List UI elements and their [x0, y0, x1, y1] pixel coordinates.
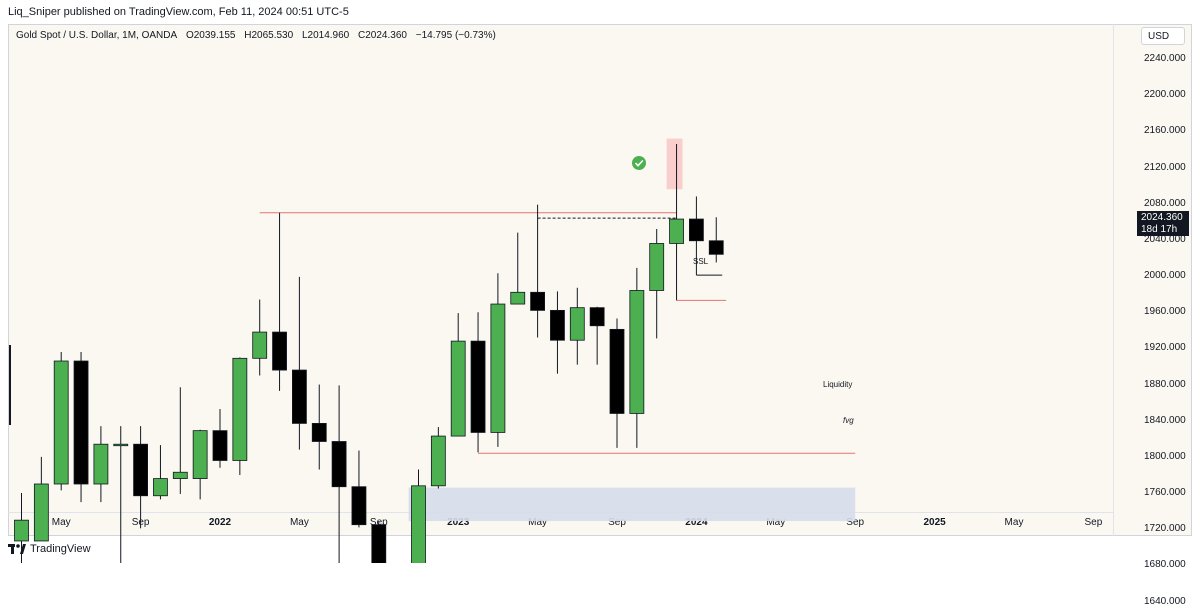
- price-tick-label: 1800.000: [1144, 450, 1186, 462]
- published-line: Liq_Sniper published on TradingView.com,…: [8, 6, 349, 18]
- bullish-candle: [629, 290, 645, 414]
- price-tick-label: 2200.000: [1144, 89, 1186, 101]
- time-tick-label: May: [1004, 517, 1024, 528]
- time-tick-label: May: [766, 517, 786, 528]
- time-tick-label: 2022: [208, 517, 232, 528]
- bullish-candle: [93, 443, 109, 485]
- bullish-candle: [232, 357, 248, 461]
- bearish-candle: [212, 430, 228, 461]
- tradingview-logo-icon: [8, 544, 26, 554]
- bar-countdown: 18d 17h: [1141, 224, 1178, 235]
- bearish-candle: [311, 423, 327, 442]
- checkmark-tick: [634, 159, 644, 167]
- brand-name: TradingView: [30, 543, 91, 555]
- bullish-candle: [569, 307, 585, 341]
- chart-legend: Gold Spot / U.S. Dollar, 1M, OANDA O2039…: [16, 30, 502, 41]
- bullish-candle: [14, 519, 29, 542]
- bearish-candle: [351, 486, 367, 526]
- bullish-candle: [153, 478, 168, 497]
- price-tick-label: 1960.000: [1144, 306, 1186, 318]
- price-tick-label: 2000.000: [1144, 270, 1186, 282]
- time-tick-label: May: [51, 517, 71, 528]
- legend-close: C2024.360: [358, 30, 407, 41]
- price-tick-label: 1640.000: [1144, 595, 1186, 607]
- supply-zone: [666, 138, 683, 190]
- bearish-candle: [331, 441, 347, 488]
- bullish-candle: [53, 360, 69, 485]
- time-tick-label: 2024: [685, 517, 708, 528]
- time-tick-label: Sep: [846, 517, 865, 528]
- bearish-candle: [609, 328, 625, 414]
- bullish-candle: [33, 483, 49, 542]
- time-tick-label: Sep: [608, 517, 626, 528]
- time-tick-label: Sep: [1084, 517, 1103, 528]
- bearish-candle: [291, 369, 307, 424]
- bullish-candle: [252, 331, 268, 359]
- bearish-candle: [272, 331, 287, 371]
- bullish-candle: [172, 471, 188, 479]
- bearish-candle: [589, 307, 605, 327]
- legend-open: O2039.155: [185, 30, 236, 41]
- bearish-candle: [73, 360, 89, 485]
- legend-change: −14.795 (−0.73%): [415, 30, 496, 41]
- price-tick-label: 2080.000: [1144, 197, 1186, 209]
- bullish-candle: [490, 303, 506, 433]
- tradingview-brand[interactable]: TradingView: [8, 543, 91, 555]
- legend-low: L2014.960: [301, 30, 350, 41]
- current-price-badge: 2024.360 18d 17h: [1137, 211, 1189, 236]
- bullish-candle: [450, 340, 466, 437]
- price-tick-label: 2040.000: [1144, 233, 1186, 245]
- symbol-title[interactable]: Gold Spot / U.S. Dollar, 1M, OANDA: [16, 30, 178, 41]
- bearish-candle: [708, 240, 724, 255]
- bearish-candle: [133, 443, 149, 497]
- bearish-candle: [470, 340, 486, 433]
- liquidity-label: Liquidity: [823, 380, 852, 389]
- checkmark-icon: [632, 156, 646, 170]
- bearish-candle: [550, 309, 565, 341]
- candlestick-chart: Liquidity SSL fvg: [9, 138, 856, 563]
- price-tick-label: 2160.000: [1144, 125, 1186, 137]
- bullish-candle: [411, 485, 426, 563]
- bearish-candle: [689, 218, 704, 242]
- bullish-candle: [192, 430, 208, 479]
- price-tick-label: 1840.000: [1144, 414, 1186, 426]
- price-tick-label: 1880.000: [1144, 378, 1186, 390]
- currency-button[interactable]: USD: [1141, 27, 1185, 45]
- price-axis-divider: [1113, 24, 1114, 536]
- legend-high: H2065.530: [244, 30, 294, 41]
- price-tick-label: 2120.000: [1144, 161, 1186, 173]
- bearish-candle: [530, 291, 545, 311]
- bullish-candle: [649, 243, 665, 291]
- price-tick-label: 1760.000: [1144, 487, 1186, 499]
- time-tick-label: May: [528, 517, 548, 528]
- bullish-candle: [113, 443, 129, 447]
- time-tick-label: 2023: [447, 517, 470, 528]
- fvg-zone: [408, 487, 856, 522]
- ssl-label: SSL: [693, 257, 709, 266]
- bullish-candle: [430, 435, 446, 487]
- time-tick-label: 2025: [923, 517, 946, 528]
- price-tick-label: 2240.000: [1144, 53, 1186, 64]
- current-price-value: 2024.360: [1141, 212, 1183, 223]
- price-tick-label: 1920.000: [1144, 342, 1186, 354]
- bullish-candle: [669, 218, 684, 244]
- bullish-candle: [510, 291, 526, 305]
- time-tick-label: May: [289, 517, 309, 528]
- fvg-label: fvg: [843, 416, 854, 425]
- bearish-candle: [371, 524, 387, 563]
- price-tick-label: 1720.000: [1144, 523, 1186, 535]
